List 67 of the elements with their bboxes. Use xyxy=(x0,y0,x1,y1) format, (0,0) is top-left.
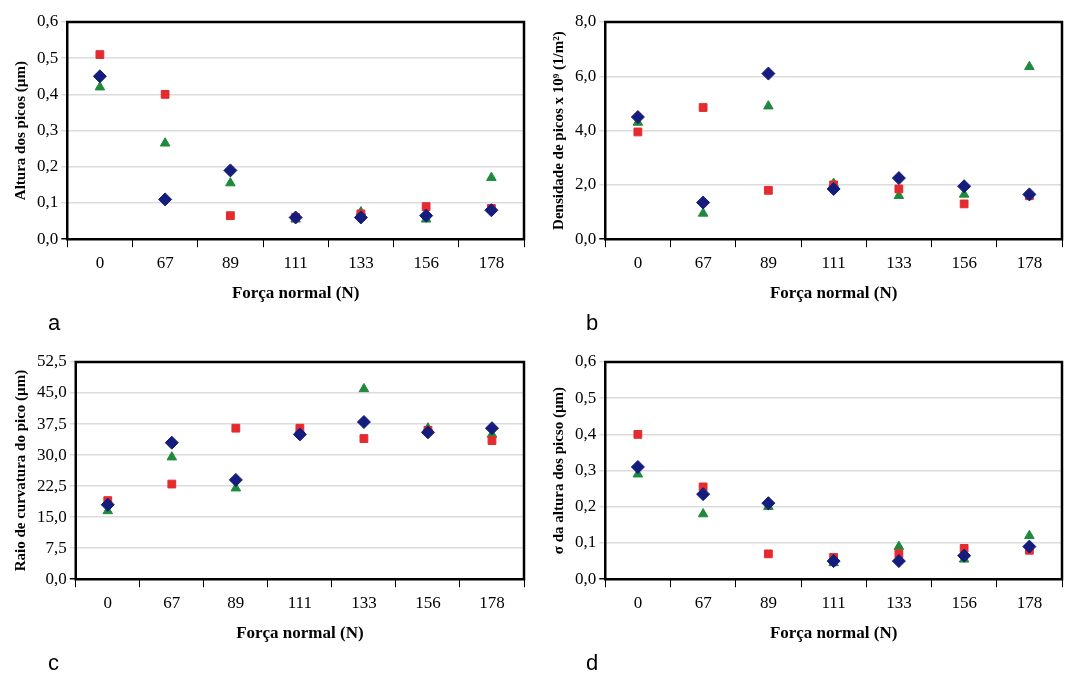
y-tick-label: 0,1 xyxy=(575,532,597,552)
x-tick-label: 156 xyxy=(415,592,441,612)
y-tick-label: 0,0 xyxy=(575,568,597,588)
x-tick-label: 0 xyxy=(633,592,643,612)
x-tick-label: 0 xyxy=(103,592,113,612)
x-tick-label: 178 xyxy=(479,592,505,612)
x-tick-label: 178 xyxy=(478,252,505,272)
y-tick-label: 0,5 xyxy=(575,387,597,407)
x-tick-label: 67 xyxy=(694,592,713,612)
y-tick-label: 0,3 xyxy=(575,460,597,480)
text: d xyxy=(586,650,599,676)
y-axis-title: Raio de curvatura do pico (µm) xyxy=(11,369,29,572)
y-tick-label: 0,0 xyxy=(37,228,59,248)
x-tick-label: 111 xyxy=(287,592,312,612)
y-axis-title: σ da altura dos picso (µm) xyxy=(549,386,567,555)
x-tick-label: 111 xyxy=(283,252,308,272)
x-axis-title: Força normal (N) xyxy=(769,283,898,303)
y-tick-label: 30,0 xyxy=(37,444,67,464)
y-tick-label: 0,0 xyxy=(575,228,597,248)
y-tick-label: 0,6 xyxy=(37,11,59,31)
x-tick-label: 156 xyxy=(413,252,439,272)
x-tick-label: 67 xyxy=(163,592,181,612)
x-tick-label: 111 xyxy=(821,592,846,612)
y-tick-label: 0,1 xyxy=(37,192,59,212)
y-tick-label: 0,2 xyxy=(575,496,597,516)
text: b xyxy=(586,310,599,336)
x-axis-title: Força normal (N) xyxy=(231,283,360,303)
x-tick-label: 67 xyxy=(694,252,713,272)
x-tick-label: 0 xyxy=(633,252,643,272)
y-tick-label: 15,0 xyxy=(37,506,67,526)
y-tick-label: 45,0 xyxy=(37,382,67,402)
x-tick-label: 156 xyxy=(951,252,977,272)
x-axis-title: Força normal (N) xyxy=(769,623,898,643)
y-tick-label: 2,0 xyxy=(575,174,597,194)
x-tick-label: 89 xyxy=(759,592,777,612)
y-tick-label: 37,5 xyxy=(37,413,67,433)
x-tick-label: 89 xyxy=(759,252,777,272)
y-tick-label: 0,4 xyxy=(37,83,59,103)
y-tick-label: 7,5 xyxy=(45,537,67,557)
x-tick-label: 67 xyxy=(156,252,175,272)
text: a xyxy=(48,310,61,336)
x-tick-label: 89 xyxy=(227,592,245,612)
y-axis-title: Densidade de picos x 10⁹ (1/m²) xyxy=(549,31,567,230)
y-axis-title: Altura dos picos (µm) xyxy=(11,61,29,201)
x-tick-label: 133 xyxy=(886,252,912,272)
y-tick-label: 4,0 xyxy=(575,120,597,140)
x-tick-label: 89 xyxy=(221,252,239,272)
x-tick-label: 133 xyxy=(351,592,377,612)
text: c xyxy=(48,650,59,676)
x-tick-label: 0 xyxy=(95,252,105,272)
y-tick-label: 0,2 xyxy=(37,156,59,176)
x-tick-label: 178 xyxy=(1016,252,1043,272)
x-tick-label: 156 xyxy=(951,592,977,612)
x-tick-label: 133 xyxy=(348,252,374,272)
x-axis-title: Força normal (N) xyxy=(236,623,364,643)
x-tick-label: 133 xyxy=(886,592,912,612)
y-tick-label: 8,0 xyxy=(575,11,597,31)
y-tick-label: 0,3 xyxy=(37,120,59,140)
y-tick-label: 52,5 xyxy=(37,351,67,371)
y-tick-label: 0,4 xyxy=(575,423,597,443)
y-tick-label: 0,0 xyxy=(45,568,67,588)
x-tick-label: 111 xyxy=(821,252,846,272)
x-tick-label: 178 xyxy=(1016,592,1043,612)
y-tick-label: 0,5 xyxy=(37,47,59,67)
y-tick-label: 6,0 xyxy=(575,65,597,85)
y-tick-label: 0,6 xyxy=(575,351,597,371)
y-tick-label: 22,5 xyxy=(37,475,67,495)
